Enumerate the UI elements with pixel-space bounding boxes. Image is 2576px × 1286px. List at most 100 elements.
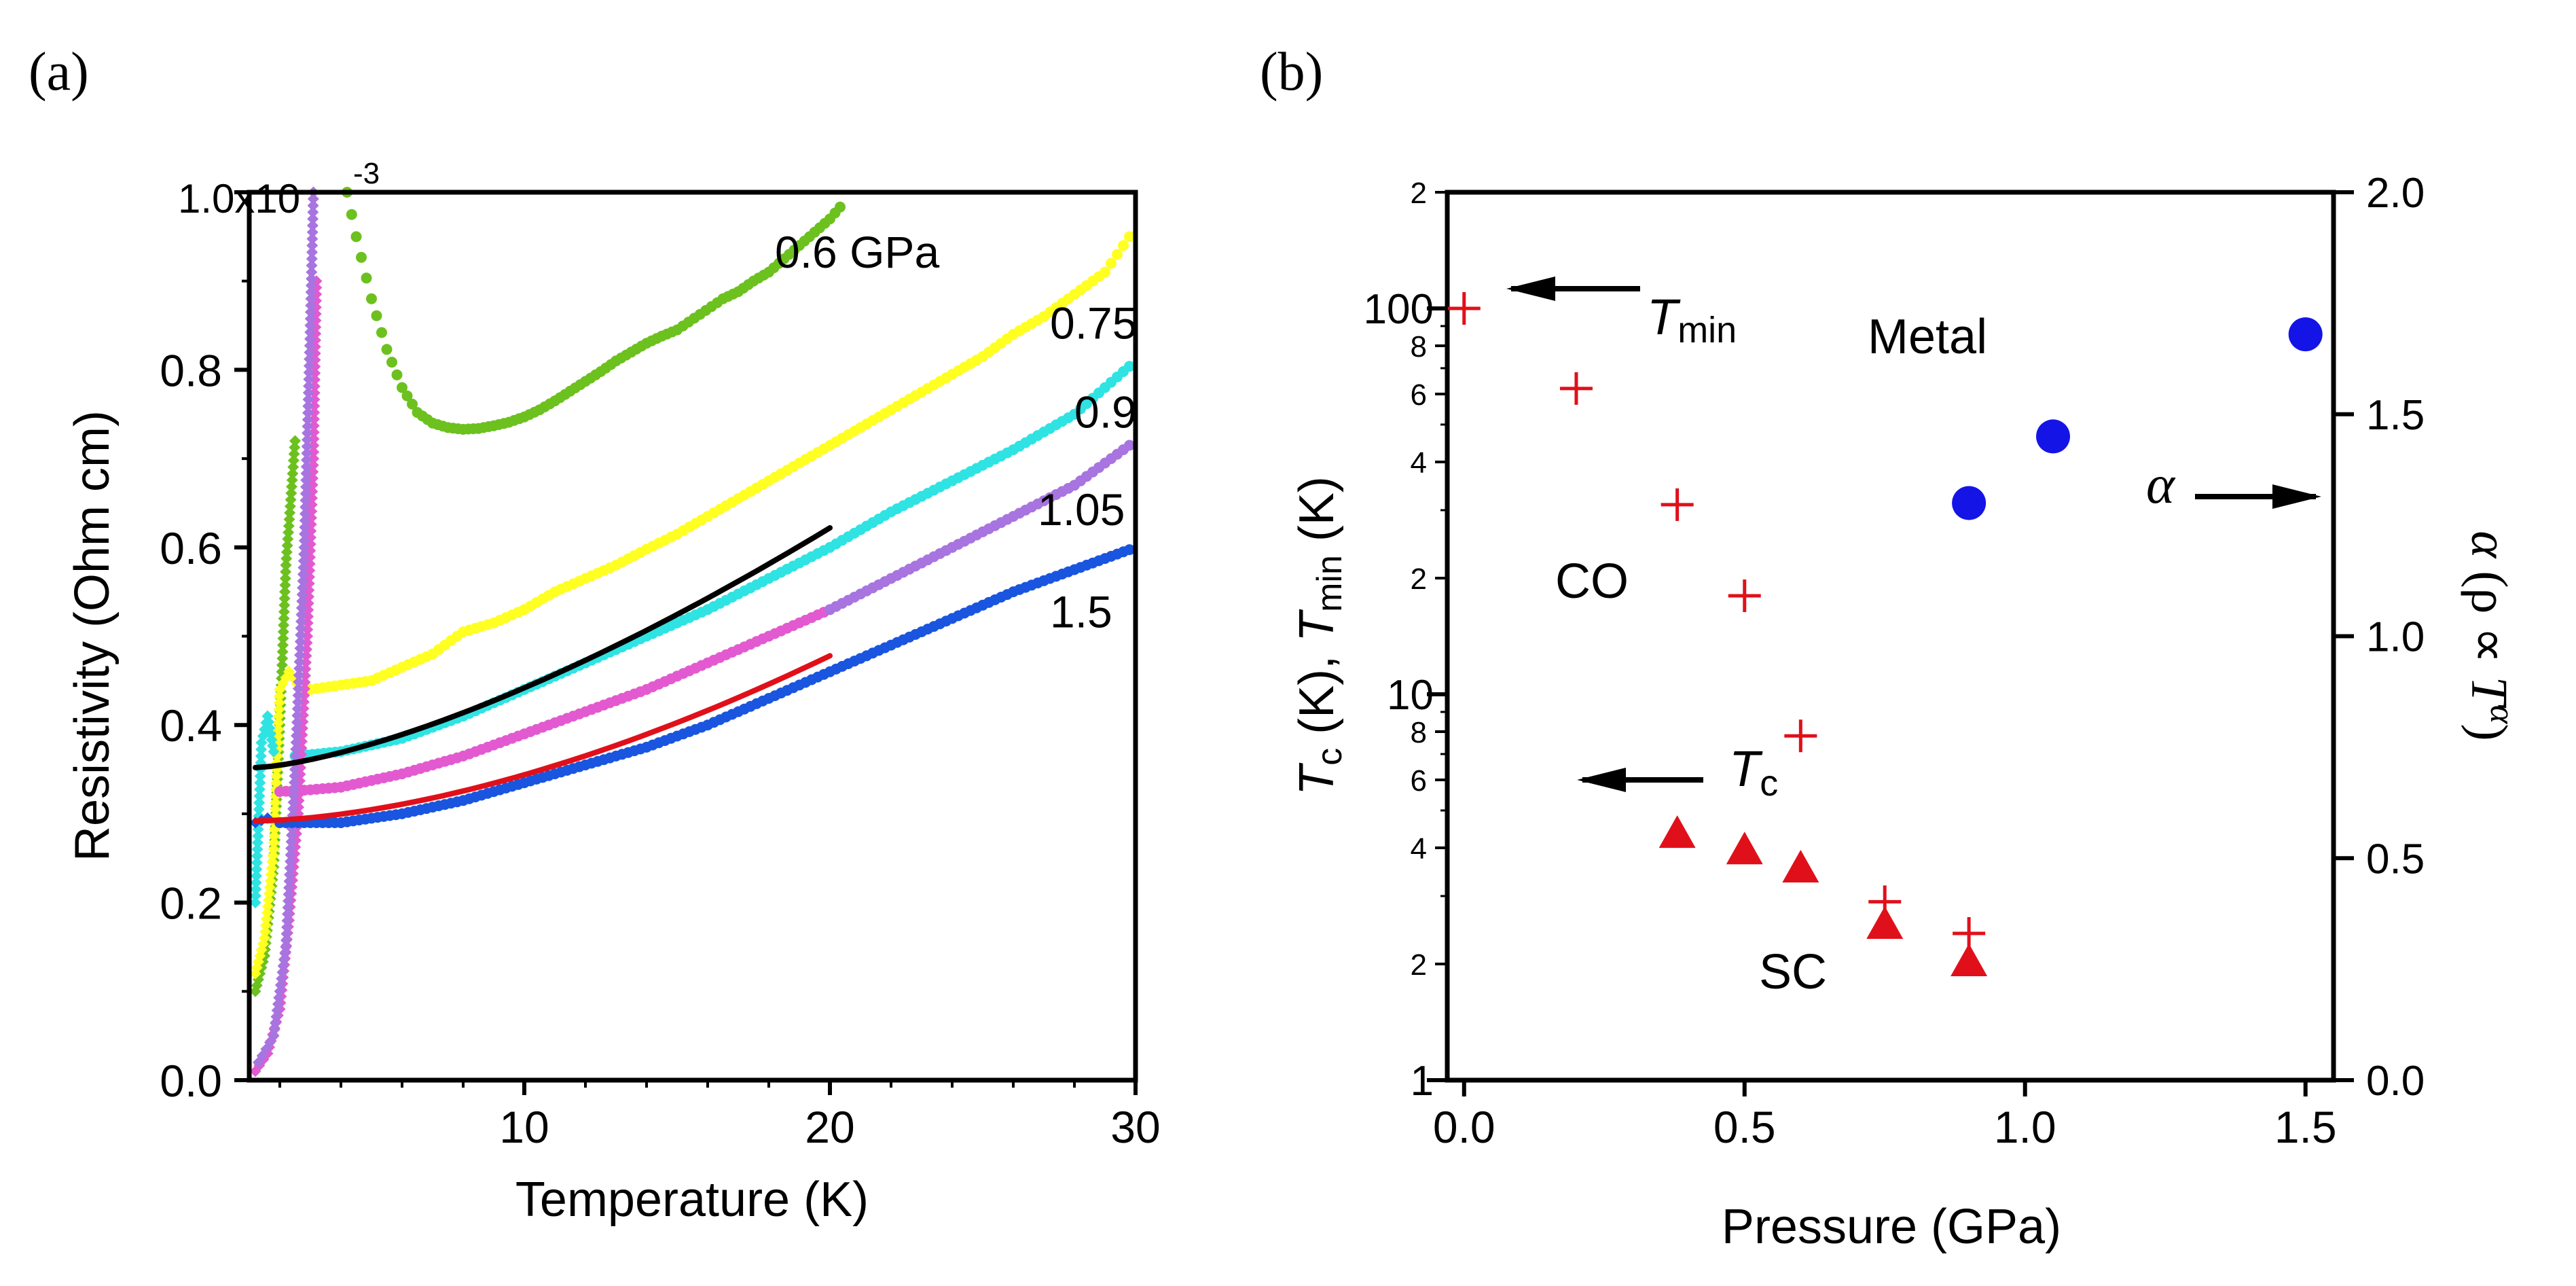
curve-label-1-5-gpa: 1.5 bbox=[1050, 586, 1112, 637]
series-0-6-gpa-lowT-point bbox=[289, 435, 301, 447]
panel-b-ticks bbox=[1427, 190, 2354, 1096]
alpha-point bbox=[1952, 486, 1987, 520]
series-0-6-gpa-lowT-point bbox=[276, 645, 289, 658]
series-1-05-gpa-low-t-lowT-point bbox=[292, 683, 304, 695]
series-1-05-gpa-low-t-lowT-point bbox=[299, 528, 310, 540]
series-0-6-gpa-lowT-point bbox=[279, 573, 291, 584]
series-0-6-gpa-lowT-point bbox=[280, 559, 292, 571]
series-1-05-gpa-low-t-lowT-point bbox=[297, 575, 309, 587]
series-1-05-gpa-low-t-lowT-point bbox=[300, 501, 312, 513]
panel-b-data-layer bbox=[1447, 291, 2323, 977]
series-1-05-gpa-low-t-lowT-point bbox=[300, 488, 312, 500]
series-1-05-gpa-low-t-lowT-point bbox=[305, 300, 317, 312]
series-0-6-gpa-lowT-point bbox=[276, 652, 289, 664]
series-1-05-gpa-lowT-point bbox=[300, 670, 311, 682]
series-0-6-gpa-lowT-point bbox=[278, 592, 291, 605]
panel-b-tick-labels: 0.0 0.5 1.0 1.5 1 10 100 2 4 6 8 2 4 6 8 2 0.0 0.5 1.0 1.5 2… bbox=[1364, 170, 2425, 1152]
series-0-6-gpa-lowT-point bbox=[287, 467, 299, 480]
series-0-6-gpa-lowT-point bbox=[278, 619, 290, 631]
series-1-05-gpa-low-t-lowT-point bbox=[305, 279, 317, 291]
series-0-6-gpa-lowT-point bbox=[279, 586, 291, 598]
series-1-05-gpa-low-t-lowT-point bbox=[300, 467, 312, 480]
series-0-6-gpa-lowT-point bbox=[287, 461, 300, 473]
series-1-05-gpa-low-t-lowT-point bbox=[294, 649, 306, 661]
series-1-05-gpa-low-t-lowT-point bbox=[301, 454, 312, 466]
series-0-6-gpa-lowT-point bbox=[278, 599, 291, 611]
series-0-6-gpa-lowT-point bbox=[283, 514, 295, 525]
curve-label-1-05-gpa: 1.05 bbox=[1038, 484, 1125, 535]
series-1-05-gpa-low-t-lowT-point bbox=[295, 615, 307, 628]
series-1-05-gpa-lowT-point bbox=[300, 663, 312, 675]
right-axis-label-alpha: α bbox=[2461, 531, 2518, 559]
tc-label: Tc bbox=[1729, 740, 1778, 804]
annotation-metal: Metal bbox=[1868, 310, 1987, 364]
alpha-point bbox=[2288, 317, 2323, 352]
panel-a-y-scale-label: 1.0x10 bbox=[178, 176, 300, 221]
series-1-05-gpa-low-t-lowT-point bbox=[302, 407, 314, 419]
series-1-05-gpa-low-t-lowT-point bbox=[301, 433, 313, 446]
series-0-75-gpa-point bbox=[1118, 240, 1129, 251]
series-1-05-gpa-low-t-lowT-point bbox=[293, 662, 306, 675]
alpha-arrow-annotation: α bbox=[2146, 455, 2321, 515]
series-1-05-gpa-cont-point bbox=[1124, 440, 1135, 451]
series-0-6-gpa-lowT-point bbox=[283, 520, 295, 532]
b-left-minor-tick-label-2: 2 bbox=[1411, 948, 1427, 982]
series-1-05-gpa-low-t-lowT-point bbox=[303, 380, 314, 392]
panel-label-b: (b) bbox=[1260, 42, 1323, 102]
b-x-tick-label-1.5: 1.5 bbox=[2274, 1102, 2337, 1152]
curve-label-0-75-gpa: 0.75 bbox=[1050, 298, 1137, 349]
tc-point bbox=[1951, 944, 1988, 977]
b-right-tick-label-2: 2.0 bbox=[2366, 170, 2425, 217]
series-1-05-gpa-low-t-lowT-point bbox=[302, 427, 314, 439]
x-tick-label-20: 20 bbox=[805, 1102, 854, 1152]
series-0-6-gpa-point bbox=[407, 398, 418, 410]
b-x-tick-label-1: 1.0 bbox=[1994, 1102, 2056, 1152]
panel-b-left-axis-label: Tc (K), Tmin (K) bbox=[1290, 476, 1349, 796]
series-1-05-gpa-low-t-lowT-point bbox=[305, 286, 317, 298]
series-1-05-gpa-low-t-lowT-point bbox=[306, 253, 318, 265]
tc-arrow-annotation: Tc bbox=[1577, 740, 1778, 804]
series-1-05-gpa-low-t-lowT-point bbox=[304, 319, 316, 332]
left-axis-label-end: (K) bbox=[1290, 476, 1344, 555]
tc-point bbox=[1782, 849, 1819, 882]
series-0-6-gpa-point bbox=[376, 327, 387, 338]
tc-label-sub: c bbox=[1760, 763, 1778, 804]
left-axis-label-sub1: c bbox=[1310, 748, 1349, 766]
panel-a-ticks bbox=[234, 190, 1138, 1095]
tmin-label-T: T bbox=[1647, 289, 1681, 345]
b-left-minor-tick-label-60: 6 bbox=[1411, 378, 1427, 412]
panel-a-x-axis-label: Temperature (K) bbox=[515, 1173, 869, 1227]
y-tick-label-0: 0.0 bbox=[160, 1056, 222, 1106]
series-0-75-gpa-point bbox=[1112, 249, 1123, 260]
tmin-point bbox=[1728, 579, 1761, 612]
series-1-05-gpa-low-t-lowT-point bbox=[303, 373, 315, 385]
series-0-6-gpa-lowT-point bbox=[284, 507, 296, 519]
series-0-6-gpa-lowT-point bbox=[280, 552, 293, 565]
series-1-05-gpa-lowT-point bbox=[299, 683, 310, 695]
series-0-6-gpa-lowT-point bbox=[278, 612, 290, 624]
panel-a-y-axis-label: Resistivity (Ohm cm) bbox=[65, 410, 120, 861]
series-0-6-gpa-point bbox=[350, 231, 362, 243]
series-1-05-gpa-low-t-lowT-point bbox=[299, 514, 311, 526]
series-0-75-gpa-lowT-point bbox=[274, 690, 286, 702]
series-1-05-gpa-low-t-lowT-point bbox=[296, 595, 308, 607]
y-tick-label-0.6: 0.6 bbox=[160, 523, 222, 573]
series-1-05-gpa-lowT-point bbox=[308, 413, 320, 425]
series-1-05-gpa-low-t-lowT-point bbox=[306, 272, 318, 285]
series-0-6-gpa-point bbox=[397, 382, 407, 393]
panel-a-tick-labels: 10 20 30 0.0 0.2 0.4 0.6 0.8 bbox=[160, 345, 1160, 1152]
right-axis-label-close: ) bbox=[2461, 724, 2518, 740]
alpha-point bbox=[2036, 419, 2071, 454]
curve-label-0-6-gpa: 0.6 GPa bbox=[775, 227, 939, 277]
left-axis-label-T2: T bbox=[1290, 609, 1344, 642]
series-1-05-gpa-low-t-lowT-point bbox=[293, 676, 305, 688]
series-1-05-gpa-low-t-lowT-point bbox=[307, 206, 319, 218]
tc-label-T: T bbox=[1729, 740, 1763, 797]
tmin-arrow-annotation: Tmin bbox=[1506, 276, 1737, 351]
b-right-tick-label-1: 1.0 bbox=[2366, 614, 2425, 661]
tc-point bbox=[1658, 815, 1696, 849]
series-1-05-gpa-lowT-point bbox=[308, 393, 321, 406]
series-1-05-gpa-low-t-lowT-point bbox=[304, 333, 316, 345]
series-1-05-gpa-low-t-lowT-point bbox=[300, 481, 312, 493]
series-1-05-gpa-low-t-lowT-point bbox=[293, 656, 306, 668]
